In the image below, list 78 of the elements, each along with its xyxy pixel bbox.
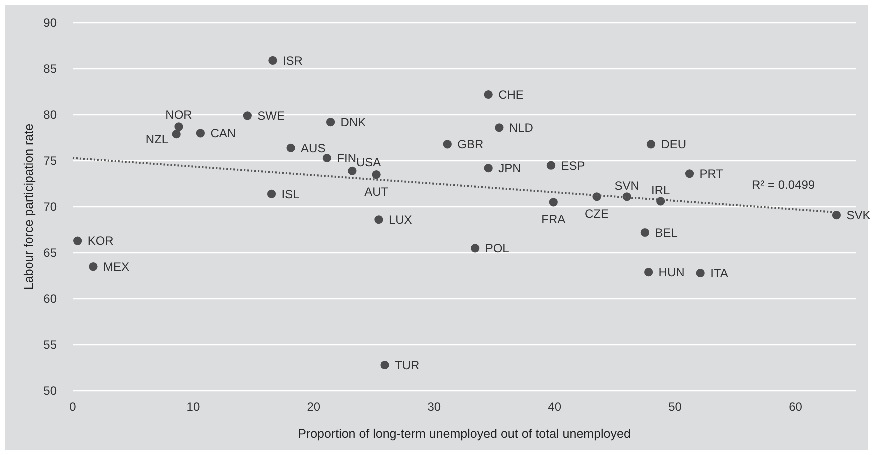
y-tick-label: 85 [44,62,58,76]
annotation: FIN [337,151,357,166]
point [484,164,493,173]
point [196,129,205,138]
point [832,210,842,220]
annotation: CZE [585,207,610,222]
annotation: IRL [652,184,671,198]
point [372,170,381,180]
y-tick-label: 50 [44,384,58,398]
annotation: DNK [340,116,366,130]
x-tick-label: 30 [428,400,442,414]
point [326,118,336,127]
annotation: SVK [846,208,871,222]
annotation: PRT [700,167,724,182]
point [74,236,82,246]
annotation: ESP [561,158,586,173]
annotation: ISR [282,54,304,68]
annotation: R² = 0.0499 [752,178,816,192]
x-tick-label: 60 [789,400,803,414]
y-tick-label: 55 [44,338,58,352]
annotation: KOR [88,234,114,248]
point [549,198,558,207]
point [696,268,705,278]
annotation: DEU [661,138,687,152]
annotation: TUR [394,358,420,372]
annotation: AUS [301,141,326,156]
y-tick-label: 60 [44,292,58,306]
x-axis-title: Proportion of long-term unemployed out of total unemployed [298,427,631,441]
x-tick-label: 10 [186,400,200,414]
point [685,170,694,178]
point [268,56,278,66]
x-tick-label: 20 [307,400,321,414]
point [267,190,276,198]
annotation: AUT [364,185,390,199]
point [374,216,384,224]
point [286,144,296,152]
annotation: NOR [166,108,193,122]
point [174,122,184,132]
annotation: LUX [388,213,412,228]
point [471,244,480,253]
annotation: NLD [509,121,534,136]
point [495,124,504,132]
annotation: HUN [658,266,685,280]
annotation: SVN [614,179,640,194]
annotation: MEX [103,260,130,274]
annotation: ISL [282,187,300,202]
annotation: POL [485,242,510,256]
point [172,130,181,139]
y-tick-label: 80 [44,108,58,122]
x-tick-label: 0 [70,400,77,414]
annotation: GBR [458,138,484,152]
point [640,228,650,238]
y-tick-label: 70 [44,200,58,214]
y-axis-title: Labour force participation rate [22,124,36,290]
point [348,166,357,176]
point [644,268,654,277]
point [546,161,556,170]
x-tick-label: 50 [668,400,682,414]
annotation: BEL [655,226,678,240]
point [322,154,332,163]
annotation: USA [356,155,382,170]
annotation: NZL [146,132,169,147]
y-tick-label: 75 [44,154,58,168]
annotation: FRA [542,212,566,227]
x-tick-label: 40 [548,400,562,414]
annotation: JPN [498,162,522,176]
point [243,112,252,120]
annotation: CHE [498,88,524,102]
point [380,360,390,370]
y-tick-label: 65 [44,246,58,260]
annotation: SWE [258,109,286,124]
point [646,140,656,149]
point [443,140,452,149]
point [89,262,98,272]
annotation: CAN [210,126,236,141]
annotation: ITA [710,266,728,280]
point [484,90,493,100]
y-tick-label: 90 [44,16,58,30]
